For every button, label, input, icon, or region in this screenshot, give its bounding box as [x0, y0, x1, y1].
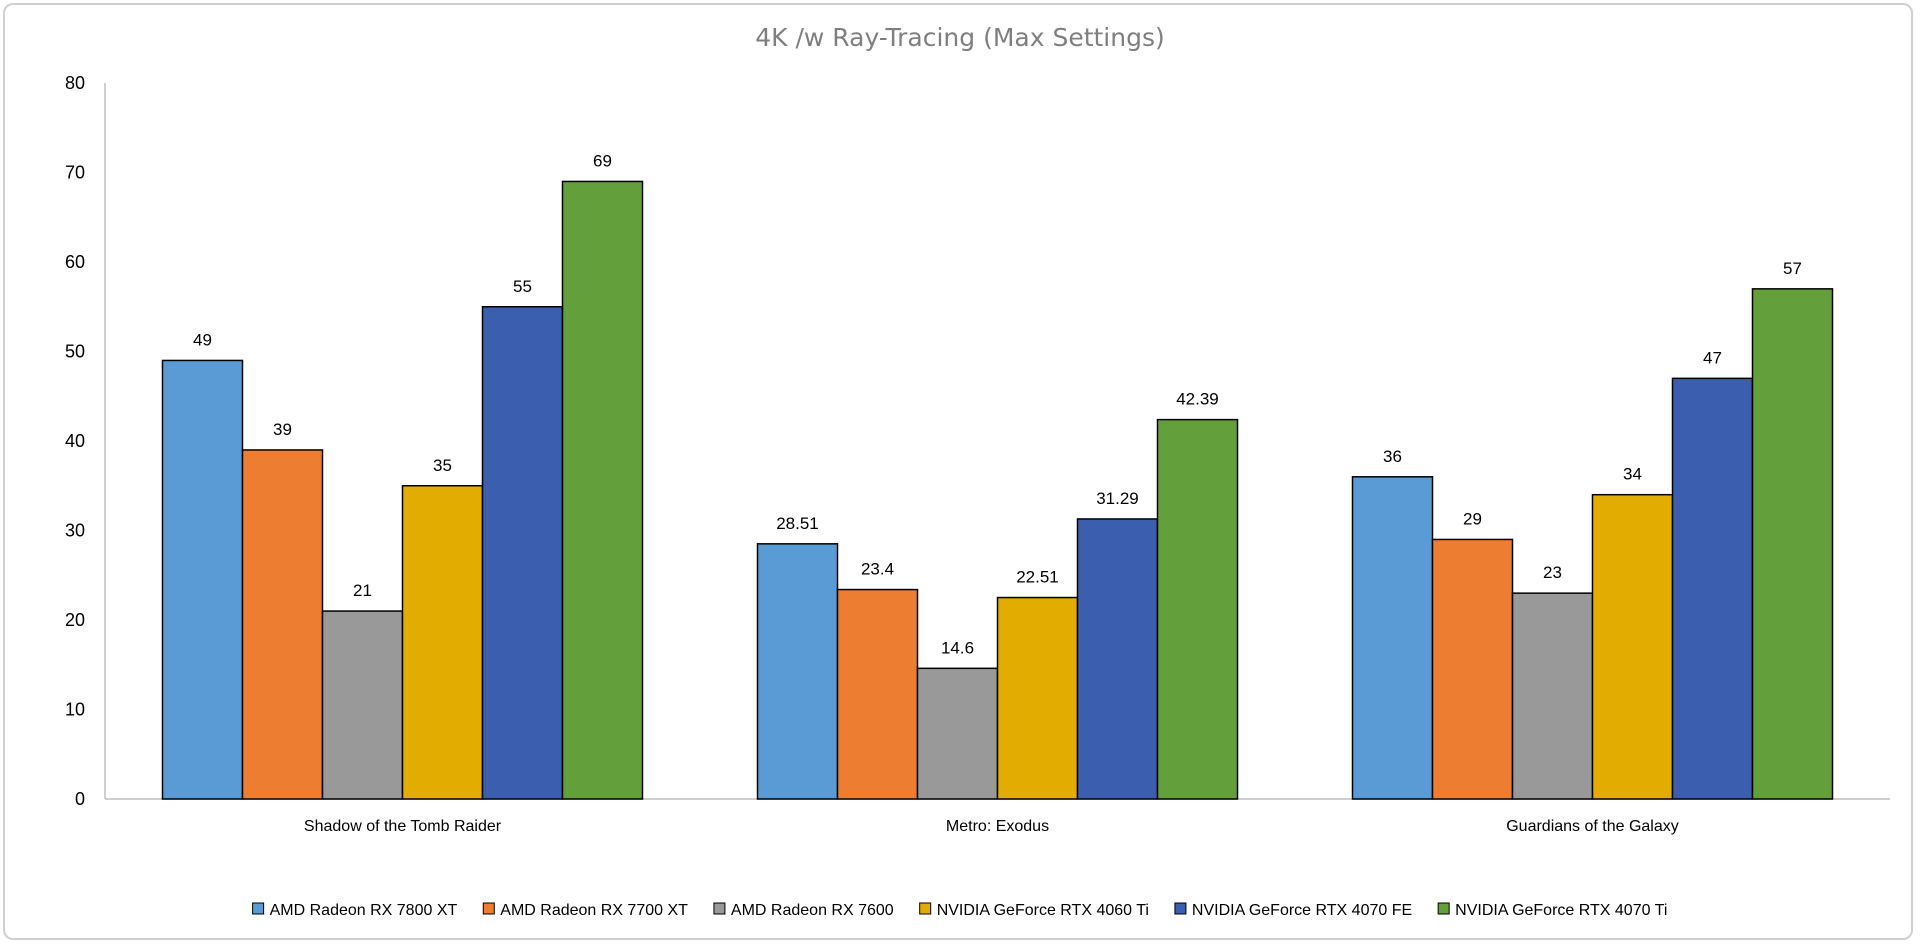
- bar-value-label: 35: [433, 456, 452, 475]
- bar: [241, 449, 324, 800]
- bar-value-label: 42.39: [1176, 390, 1219, 409]
- y-tick-label: 10: [65, 700, 85, 720]
- bar-value-label: 47: [1703, 348, 1722, 367]
- bar: [401, 485, 484, 800]
- x-category-label: Shadow of the Tomb Raider: [304, 818, 502, 835]
- bar-value-label: 14.6: [941, 638, 974, 657]
- legend-label: NVIDIA GeForce RTX 4060 Ti: [937, 902, 1149, 919]
- y-tick-label: 20: [65, 610, 85, 630]
- bar: [481, 306, 564, 800]
- y-axis: 0 10 20 30 40 50 60 70 80: [65, 73, 106, 809]
- legend: AMD Radeon RX 7800 XT AMD Radeon RX 7700 …: [252, 902, 1667, 919]
- bar-value-label: 34: [1623, 465, 1642, 484]
- bar: [561, 180, 644, 800]
- bar-value-label: 55: [513, 277, 532, 296]
- bar: [1431, 538, 1514, 800]
- y-tick-label: 40: [65, 431, 85, 451]
- bar-value-label: 23.4: [861, 560, 894, 579]
- legend-swatch: [252, 902, 265, 915]
- bar: [321, 610, 404, 800]
- legend-item: AMD Radeon RX 7700 XT: [482, 902, 688, 919]
- y-tick-label: 60: [65, 252, 85, 272]
- bar: [836, 588, 919, 800]
- legend-item: NVIDIA GeForce RTX 4060 Ti: [919, 902, 1149, 919]
- legend-label: AMD Radeon RX 7800 XT: [270, 902, 458, 919]
- legend-swatch: [1174, 902, 1187, 915]
- legend-label: NVIDIA GeForce RTX 4070 Ti: [1455, 902, 1667, 919]
- bar-value-label: 31.29: [1096, 489, 1139, 508]
- bar-value-label: 39: [273, 420, 292, 439]
- y-tick-label: 30: [65, 521, 85, 541]
- bar-value-label: 49: [193, 330, 212, 349]
- bar: [161, 359, 244, 800]
- x-category-label: Metro: Exodus: [946, 818, 1049, 835]
- bar-value-label: 28.51: [776, 514, 819, 533]
- bar: [1751, 288, 1834, 800]
- bar-value-label: 36: [1383, 447, 1402, 466]
- bar-value-label: 22.51: [1016, 568, 1059, 587]
- bars-group: [161, 180, 1834, 800]
- y-tick-label: 0: [75, 789, 85, 809]
- x-axis: Shadow of the Tomb Raider Metro: Exodus Gu…: [105, 798, 1890, 835]
- chart-title: 4K /w Ray-Tracing (Max Settings): [755, 23, 1165, 52]
- legend-swatch: [713, 902, 726, 915]
- bar-value-label: 29: [1463, 509, 1482, 528]
- x-category-label: Guardians of the Galaxy: [1506, 818, 1679, 835]
- legend-swatch: [482, 902, 495, 915]
- legend-label: AMD Radeon RX 7700 XT: [500, 902, 688, 919]
- legend-item: AMD Radeon RX 7800 XT: [252, 902, 458, 919]
- y-tick-label: 70: [65, 163, 85, 183]
- legend-item: NVIDIA GeForce RTX 4070 Ti: [1437, 902, 1667, 919]
- bar: [1591, 493, 1674, 800]
- bar: [1351, 476, 1434, 800]
- legend-label: NVIDIA GeForce RTX 4070 FE: [1192, 902, 1412, 919]
- bar: [1671, 377, 1754, 800]
- bar-value-label: 23: [1543, 563, 1562, 582]
- legend-label: AMD Radeon RX 7600: [731, 902, 894, 919]
- bar: [1076, 518, 1159, 800]
- bar-value-label: 69: [593, 151, 612, 170]
- legend-swatch: [919, 902, 932, 915]
- data-labels-group: 49 39 21 35 55 69 28.51 23.4 14.6 22.51 31.29 42.39…: [193, 151, 1802, 657]
- bar: [1511, 592, 1594, 800]
- bar-value-label: 21: [353, 581, 372, 600]
- bar: [1156, 418, 1239, 800]
- legend-item: NVIDIA GeForce RTX 4070 FE: [1174, 902, 1412, 919]
- bar: [916, 667, 999, 800]
- y-tick-label: 80: [65, 73, 85, 93]
- y-tick-label: 50: [65, 342, 85, 362]
- bar: [996, 596, 1079, 800]
- bar-value-label: 57: [1783, 259, 1802, 278]
- legend-item: AMD Radeon RX 7600: [713, 902, 894, 919]
- legend-swatch: [1437, 902, 1450, 915]
- bar: [756, 543, 839, 800]
